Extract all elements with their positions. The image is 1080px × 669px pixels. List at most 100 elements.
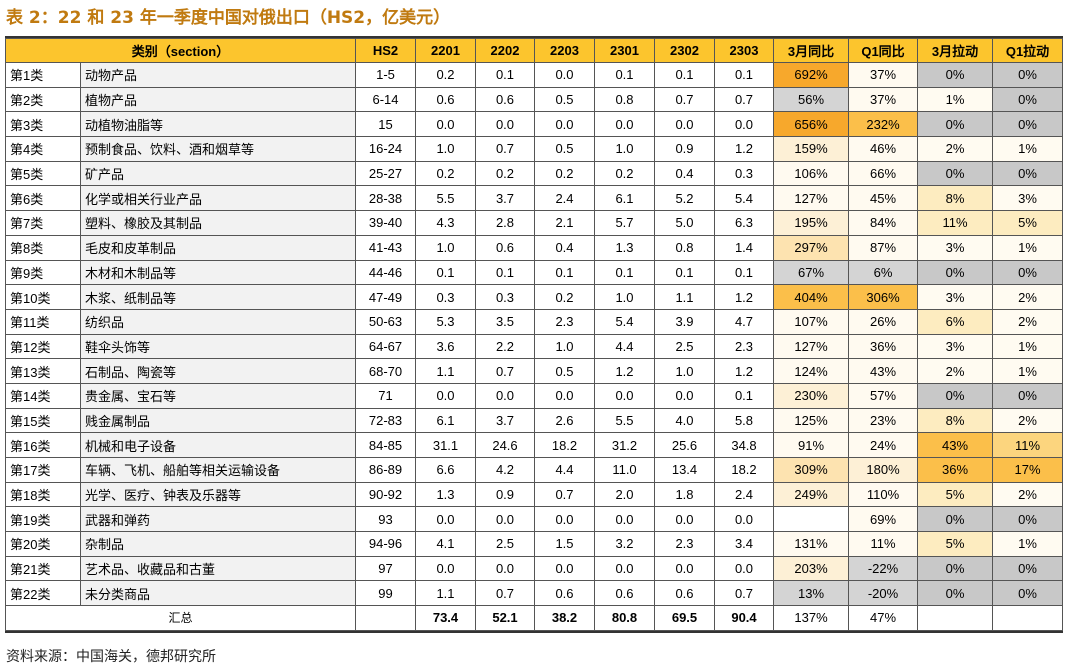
value-text: 0.7 bbox=[734, 585, 754, 601]
value-cell: 4.4 bbox=[594, 333, 655, 360]
header-cell: 2302 bbox=[654, 38, 715, 63]
value-cell: 2.8 bbox=[475, 210, 535, 236]
value-cell: 5.5 bbox=[415, 185, 476, 212]
value-cell: 31.1 bbox=[415, 432, 476, 458]
value-cell: 0.6 bbox=[475, 234, 535, 261]
row: 第13类 石制品、陶瓷等 68-70 1.1 0.7 0.5 1.2 1.0 1.2 124% 43… bbox=[5, 358, 1063, 384]
empty-cell bbox=[992, 605, 1063, 631]
header-cell: 3月同比 bbox=[773, 38, 849, 63]
pct-cell: 1% bbox=[992, 136, 1063, 162]
value-cell: 0.2 bbox=[475, 160, 535, 187]
pct-cell: 1% bbox=[992, 333, 1063, 360]
value-cell: 6.1 bbox=[415, 407, 476, 434]
hs2-cell: 6-14 bbox=[355, 86, 416, 113]
value-cell: 5.4 bbox=[594, 308, 655, 335]
value-cell: 0.5 bbox=[534, 86, 595, 113]
value-cell: 0.7 bbox=[714, 86, 774, 113]
value-text: 18.2 bbox=[731, 462, 757, 478]
value-text: 0.0 bbox=[555, 561, 574, 577]
label-cell: 杂制品 bbox=[80, 531, 356, 557]
row: 第17类 车辆、飞机、船舶等相关运输设备 86-89 6.6 4.2 4.4 11.0 13.… bbox=[5, 457, 1063, 483]
value-cell: 31.2 bbox=[594, 432, 655, 458]
value-text: 25.6 bbox=[671, 437, 698, 453]
value-text: 2.4 bbox=[555, 190, 574, 206]
value-text: 2.3 bbox=[734, 338, 754, 354]
value-text: 0.1 bbox=[615, 264, 634, 280]
value-text: 0.0 bbox=[436, 561, 455, 577]
value-text: 0.0 bbox=[495, 561, 515, 577]
pct-cell: 0% bbox=[992, 382, 1063, 409]
label-cell: 机械和电子设备 bbox=[80, 432, 356, 458]
label-cell: 第19类 bbox=[5, 506, 81, 533]
value-cell: 0.0 bbox=[594, 506, 655, 533]
value-text: 1.3 bbox=[436, 487, 455, 503]
pct-cell: 0% bbox=[992, 259, 1063, 286]
hs2-cell: 44-46 bbox=[355, 259, 416, 286]
value-cell: 0.0 bbox=[475, 382, 535, 409]
value-text: 0.3 bbox=[734, 166, 754, 182]
value-cell: 2.4 bbox=[534, 185, 595, 212]
pct-cell: 36% bbox=[917, 457, 993, 483]
value-text: 0.6 bbox=[436, 92, 455, 108]
value-cell: 5.0 bbox=[654, 210, 715, 236]
pct-cell: 195% bbox=[773, 210, 849, 236]
label-cell: 矿产品 bbox=[80, 160, 356, 187]
value-cell: 5.5 bbox=[594, 407, 655, 434]
value-cell: 0.0 bbox=[714, 111, 774, 138]
value-text: 2.6 bbox=[555, 412, 574, 428]
value-cell: 0.0 bbox=[475, 111, 535, 138]
pct-cell: 297% bbox=[773, 234, 849, 261]
value-cell: 0.0 bbox=[475, 506, 535, 533]
value-text: 0.6 bbox=[495, 240, 515, 256]
value-text: 0.1 bbox=[675, 264, 694, 280]
value-cell: 3.9 bbox=[654, 308, 715, 335]
label-cell: 光学、医疗、钟表及乐器等 bbox=[80, 481, 356, 508]
value-cell: 0.0 bbox=[714, 506, 774, 533]
value-text: 1.1 bbox=[436, 585, 455, 601]
value-cell: 0.8 bbox=[594, 86, 655, 113]
value-text: 0.9 bbox=[675, 141, 694, 157]
pct-cell: 0% bbox=[992, 160, 1063, 187]
label-cell: 木浆、纸制品等 bbox=[80, 284, 356, 310]
value-cell: 0.7 bbox=[654, 86, 715, 113]
value-text: 0.5 bbox=[555, 363, 574, 379]
pct-cell: 2% bbox=[917, 136, 993, 162]
pct-cell: 0% bbox=[992, 86, 1063, 113]
value-cell: 0.0 bbox=[534, 506, 595, 533]
value-cell: 0.1 bbox=[475, 62, 535, 88]
pct-cell: 692% bbox=[773, 62, 849, 88]
pct-cell: 0% bbox=[917, 580, 993, 607]
header-cell: Q1同比 bbox=[848, 38, 918, 63]
value-text: 0.7 bbox=[495, 363, 515, 379]
pct-cell: 0% bbox=[917, 111, 993, 138]
label-cell: 贱金属制品 bbox=[80, 407, 356, 434]
pct-cell: 3% bbox=[917, 333, 993, 360]
pct-cell: 0% bbox=[917, 62, 993, 88]
value-cell: 1.1 bbox=[415, 358, 476, 384]
value-text: 6.6 bbox=[436, 462, 455, 478]
value-text: 0.6 bbox=[495, 92, 515, 108]
pct-cell: 0% bbox=[992, 506, 1063, 533]
label-cell: 第4类 bbox=[5, 136, 81, 162]
value-text: 31.2 bbox=[611, 437, 638, 453]
pct-cell: 2% bbox=[992, 284, 1063, 310]
value-cell: 6.6 bbox=[415, 457, 476, 483]
pct-cell: 127% bbox=[773, 185, 849, 212]
title: 表 2：22 和 23 年一季度中国对俄出口（HS2，亿美元） bbox=[6, 8, 451, 28]
label-cell: 未分类商品 bbox=[80, 580, 356, 607]
pct-cell: 46% bbox=[848, 136, 918, 162]
pct-cell: 84% bbox=[848, 210, 918, 236]
value-text: 0.8 bbox=[675, 240, 694, 256]
value-cell: 6.3 bbox=[714, 210, 774, 236]
value-text: 0.7 bbox=[734, 92, 754, 108]
value-cell: 1.2 bbox=[714, 136, 774, 162]
total-label: 汇总 bbox=[5, 605, 356, 631]
empty-cell bbox=[355, 605, 416, 631]
value-cell: 1.0 bbox=[654, 358, 715, 384]
pct-cell: 43% bbox=[848, 358, 918, 384]
value-text: 5.0 bbox=[675, 215, 694, 231]
value-text: 3.5 bbox=[495, 314, 515, 330]
pct-cell: 0% bbox=[917, 382, 993, 409]
pct-cell: 37% bbox=[848, 86, 918, 113]
hs2-cell: 97 bbox=[355, 555, 416, 582]
